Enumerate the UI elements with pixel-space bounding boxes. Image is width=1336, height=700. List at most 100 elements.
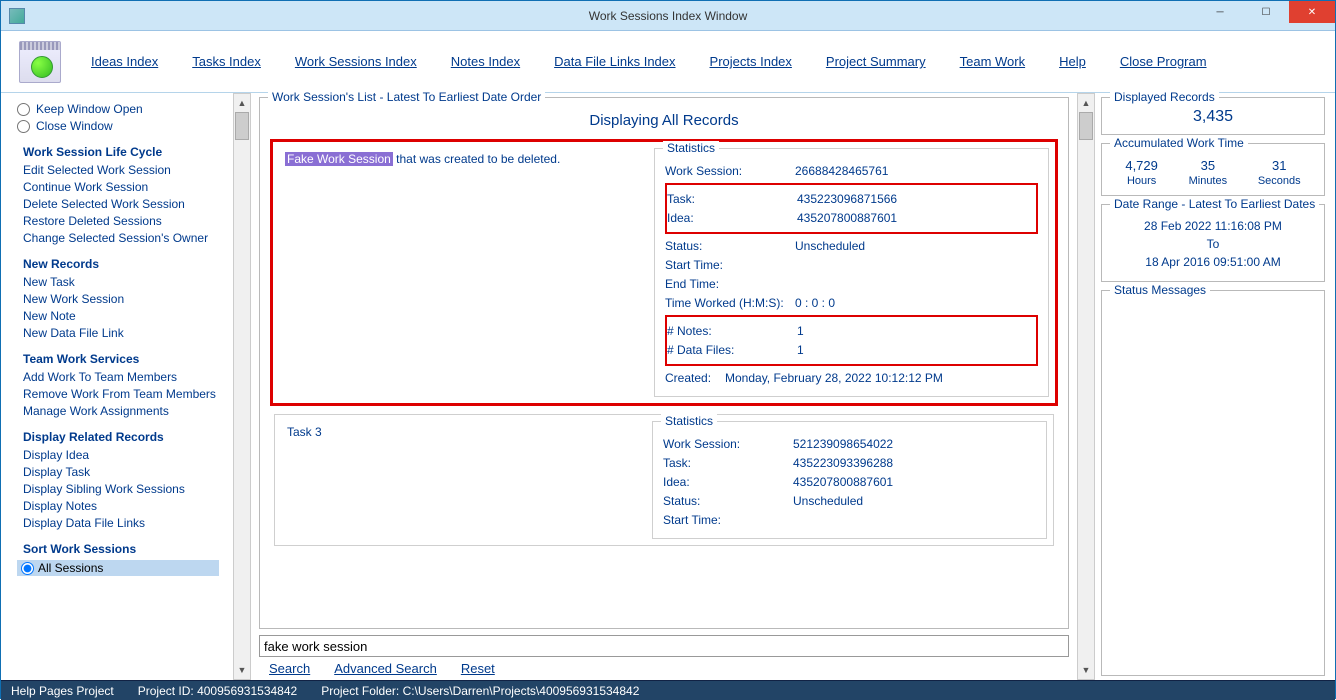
radio-all-sessions[interactable]: All Sessions [17, 560, 219, 576]
status-project-id: Project ID: 400956931534842 [138, 684, 297, 698]
stats-legend: Statistics [661, 414, 717, 428]
stat-files-label: # Data Files: [667, 343, 797, 357]
scroll-thumb[interactable] [1079, 112, 1093, 140]
link-new-work-session[interactable]: New Work Session [23, 292, 219, 306]
scroll-down-icon[interactable]: ▼ [1078, 661, 1094, 679]
stat-files-val: 1 [797, 343, 804, 357]
stat-created-label: Created: [665, 371, 725, 385]
advanced-search-link[interactable]: Advanced Search [334, 661, 437, 676]
menu-work-sessions-index[interactable]: Work Sessions Index [295, 54, 417, 69]
link-remove-work-team[interactable]: Remove Work From Team Members [23, 387, 219, 401]
menu-team-work[interactable]: Team Work [960, 54, 1026, 69]
group-team-work: Team Work Services [23, 352, 219, 366]
stat-notes-label: # Notes: [667, 324, 797, 338]
list-legend: Work Session's List - Latest To Earliest… [268, 90, 545, 104]
search-link[interactable]: Search [269, 661, 310, 676]
scroll-up-icon[interactable]: ▲ [1078, 94, 1094, 112]
stat-ws-val: 26688428465761 [795, 164, 888, 178]
link-change-owner[interactable]: Change Selected Session's Owner [23, 231, 219, 245]
link-restore-deleted[interactable]: Restore Deleted Sessions [23, 214, 219, 228]
titlebar: Work Sessions Index Window ─ ☐ ✕ [1, 1, 1335, 31]
stat-task-val: 435223096871566 [797, 192, 897, 206]
calendar-logo-icon [19, 41, 61, 83]
link-new-note[interactable]: New Note [23, 309, 219, 323]
link-manage-assignments[interactable]: Manage Work Assignments [23, 404, 219, 418]
menu-close-program[interactable]: Close Program [1120, 54, 1207, 69]
record-description: Fake Work Session that was created to be… [273, 142, 654, 403]
top-toolbar: Ideas Index Tasks Index Work Sessions In… [1, 31, 1335, 93]
record-item[interactable]: Task 3 Statistics Work Session:521239098… [274, 414, 1054, 546]
displayed-records-panel: Displayed Records 3,435 [1101, 97, 1325, 135]
group-sort-sessions: Sort Work Sessions [23, 542, 219, 556]
link-display-task[interactable]: Display Task [23, 465, 219, 479]
status-project-folder: Project Folder: C:\Users\Darren\Projects… [321, 684, 639, 698]
displayed-records-value: 3,435 [1110, 108, 1316, 126]
record-description: Task 3 [275, 415, 652, 545]
link-new-task[interactable]: New Task [23, 275, 219, 289]
link-display-datafiles[interactable]: Display Data File Links [23, 516, 219, 530]
date-range-latest: 28 Feb 2022 11:16:08 PM [1110, 219, 1316, 233]
scroll-thumb[interactable] [235, 112, 249, 140]
maximize-button[interactable]: ☐ [1243, 1, 1289, 23]
scroll-up-icon[interactable]: ▲ [234, 94, 250, 112]
minimize-button[interactable]: ─ [1197, 1, 1243, 23]
link-display-idea[interactable]: Display Idea [23, 448, 219, 462]
stat-idea-val: 435207800887601 [793, 475, 893, 489]
menu-project-summary[interactable]: Project Summary [826, 54, 926, 69]
stat-status-label: Status: [663, 494, 793, 508]
link-delete-selected[interactable]: Delete Selected Work Session [23, 197, 219, 211]
menu-notes-index[interactable]: Notes Index [451, 54, 520, 69]
stat-idea-label: Idea: [663, 475, 793, 489]
link-display-sibling[interactable]: Display Sibling Work Sessions [23, 482, 219, 496]
stat-idea-label: Idea: [667, 211, 797, 225]
menu-data-file-links-index[interactable]: Data File Links Index [554, 54, 675, 69]
link-continue-session[interactable]: Continue Work Session [23, 180, 219, 194]
stat-status-val: Unscheduled [793, 494, 863, 508]
link-display-notes[interactable]: Display Notes [23, 499, 219, 513]
statistics-box: Statistics Work Session:521239098654022 … [652, 421, 1047, 539]
link-new-data-file-link[interactable]: New Data File Link [23, 326, 219, 340]
radio-keep-window-open[interactable]: Keep Window Open [17, 102, 219, 116]
stat-tw-label: Time Worked (H:M:S): [665, 296, 795, 310]
stat-ws-val: 521239098654022 [793, 437, 893, 451]
all-sessions-label: All Sessions [38, 561, 103, 575]
link-add-work-team[interactable]: Add Work To Team Members [23, 370, 219, 384]
radio-close-window[interactable]: Close Window [17, 119, 219, 133]
search-input[interactable] [259, 635, 1069, 657]
reset-link[interactable]: Reset [461, 661, 495, 676]
scroll-down-icon[interactable]: ▼ [234, 661, 250, 679]
stat-status-val: Unscheduled [795, 239, 865, 253]
app-icon [9, 8, 25, 24]
link-edit-selected[interactable]: Edit Selected Work Session [23, 163, 219, 177]
radio-keep-open-label: Keep Window Open [36, 102, 143, 116]
list-header: Displaying All Records [268, 112, 1060, 129]
stat-task-label: Task: [663, 456, 793, 470]
accumulated-time-legend: Accumulated Work Time [1110, 136, 1248, 150]
menu-projects-index[interactable]: Projects Index [710, 54, 792, 69]
close-button[interactable]: ✕ [1289, 1, 1335, 23]
stat-task-label: Task: [667, 192, 797, 206]
work-session-list-group: Work Session's List - Latest To Earliest… [259, 97, 1069, 629]
menu-tasks-index[interactable]: Tasks Index [192, 54, 261, 69]
menu-help[interactable]: Help [1059, 54, 1086, 69]
date-range-panel: Date Range - Latest To Earliest Dates 28… [1101, 204, 1325, 282]
accumulated-time-panel: Accumulated Work Time 4,729Hours 35Minut… [1101, 143, 1325, 196]
date-range-earliest: 18 Apr 2016 09:51:00 AM [1110, 255, 1316, 269]
date-range-legend: Date Range - Latest To Earliest Dates [1110, 197, 1319, 211]
list-scrollbar[interactable]: ▲ ▼ [1077, 93, 1095, 680]
minutes-value: 35 [1189, 158, 1228, 173]
stat-notes-val: 1 [797, 324, 804, 338]
seconds-label: Seconds [1258, 175, 1301, 187]
stat-status-label: Status: [665, 239, 795, 253]
record-selected[interactable]: Fake Work Session that was created to be… [272, 141, 1056, 404]
stat-ws-label: Work Session: [665, 164, 795, 178]
status-bar: Help Pages Project Project ID: 400956931… [1, 680, 1335, 700]
sidebar-scrollbar[interactable]: ▲ ▼ [233, 93, 251, 680]
stat-start-label: Start Time: [665, 258, 795, 272]
menu-ideas-index[interactable]: Ideas Index [91, 54, 158, 69]
stat-tw-val: 0 : 0 : 0 [795, 296, 835, 310]
minutes-label: Minutes [1189, 175, 1228, 187]
hours-value: 4,729 [1125, 158, 1158, 173]
stat-ws-label: Work Session: [663, 437, 793, 451]
radio-close-window-label: Close Window [36, 119, 113, 133]
